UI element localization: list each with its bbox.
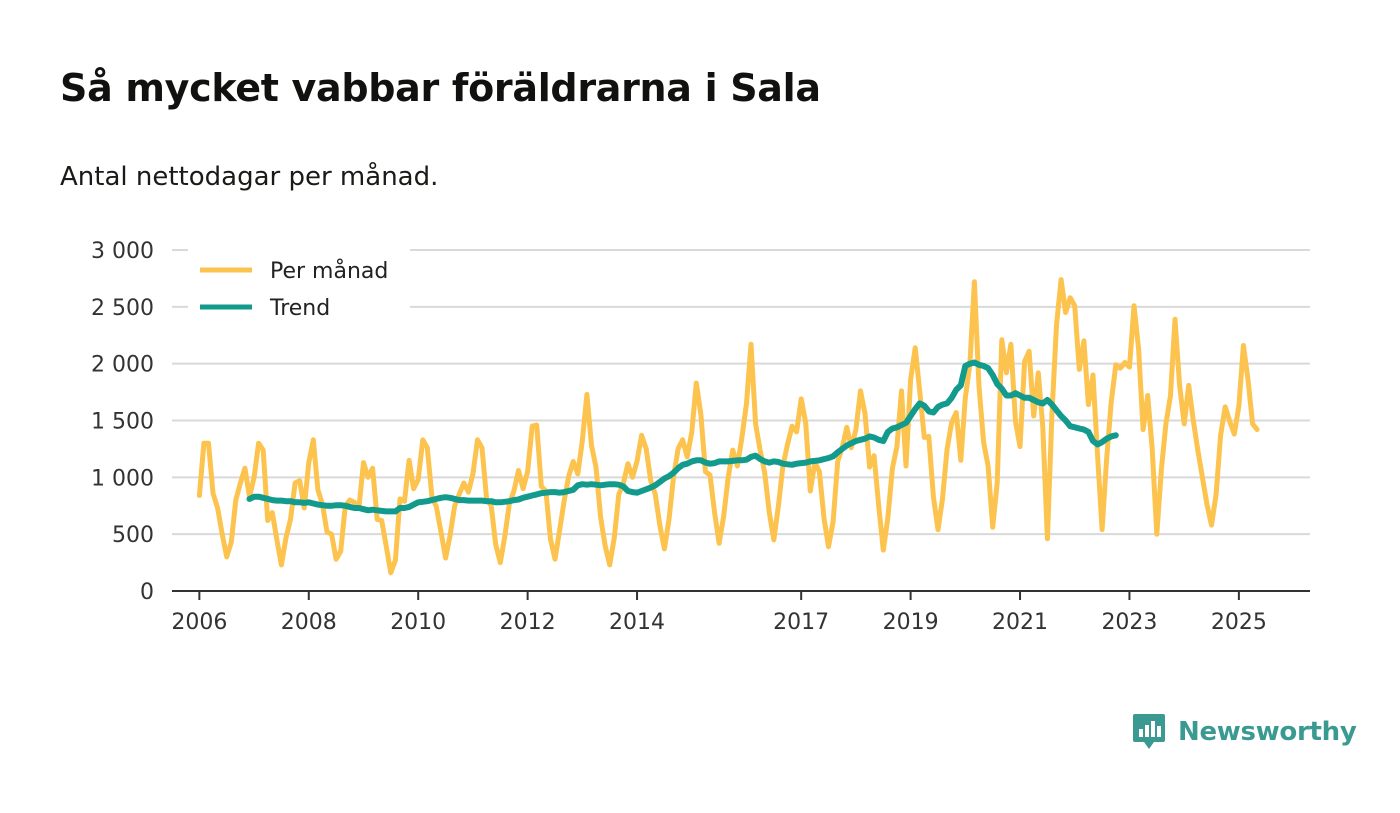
chart-title: Så mycket vabbar föräldrarna i Sala <box>60 66 821 110</box>
x-tick-label-2025: 2025 <box>1211 610 1267 635</box>
x-tick-label-2019: 2019 <box>883 610 939 635</box>
x-tick-label-2017: 2017 <box>773 610 829 635</box>
y-tick-label-1500: 1 500 <box>91 410 154 435</box>
y-tick-label-3000: 3 000 <box>91 239 154 264</box>
x-axis-ticks: 2006 2008 2010 2012 2014 2017 2019 2021 2023 2025 <box>171 591 1267 635</box>
y-axis-ticks: 0 500 1 000 1 500 2 000 2 500 3 000 <box>91 239 154 605</box>
chart-subtitle: Antal nettodagar per månad. <box>60 162 439 192</box>
y-tick-label-500: 500 <box>112 523 154 548</box>
x-tick-label-2008: 2008 <box>281 610 337 635</box>
legend-label-per-manad: Per månad <box>270 258 388 284</box>
series-line-per-manad <box>196 277 1260 576</box>
legend: Per månad Trend <box>188 246 410 321</box>
legend-label-trend: Trend <box>269 296 330 321</box>
y-tick-label-1000: 1 000 <box>91 466 154 491</box>
chart-bubble-icon <box>1133 714 1165 749</box>
y-tick-label-2500: 2 500 <box>91 296 154 321</box>
brand-name: Newsworthy <box>1178 717 1357 747</box>
x-tick-label-2021: 2021 <box>992 610 1048 635</box>
x-tick-label-2014: 2014 <box>609 610 665 635</box>
y-tick-label-2000: 2 000 <box>91 353 154 378</box>
x-tick-label-2006: 2006 <box>171 610 227 635</box>
x-tick-label-2023: 2023 <box>1101 610 1157 635</box>
y-tick-label-0: 0 <box>140 580 154 605</box>
x-tick-label-2012: 2012 <box>500 610 556 635</box>
x-tick-label-2010: 2010 <box>390 610 446 635</box>
series-line-trend <box>246 359 1119 515</box>
newsworthy-logo: Newsworthy <box>1132 712 1357 752</box>
